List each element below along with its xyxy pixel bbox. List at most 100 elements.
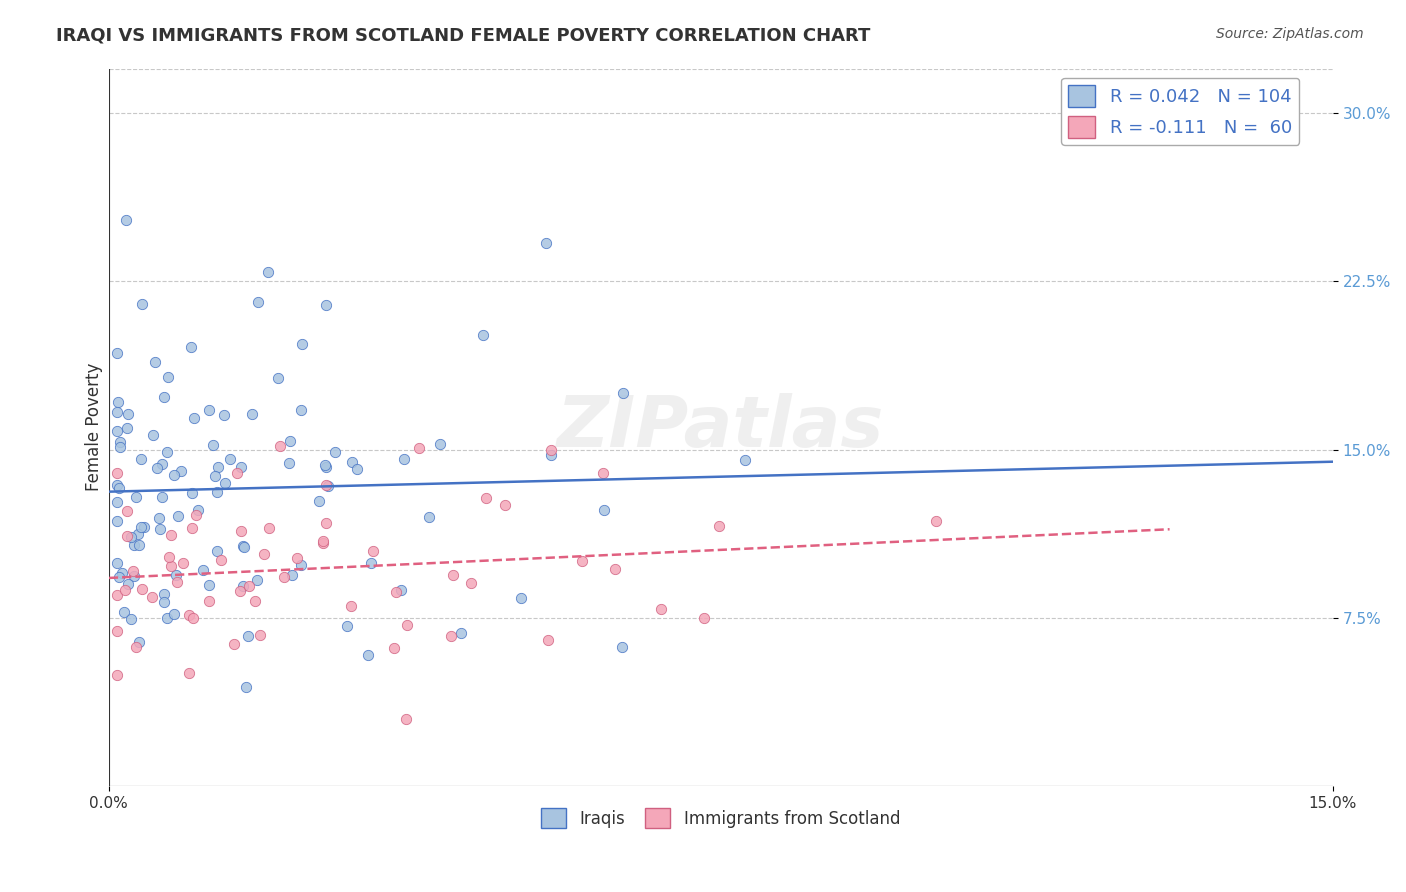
Point <box>315 460 337 475</box>
Point <box>180 486 202 500</box>
Point <box>153 595 176 609</box>
Point <box>198 594 221 608</box>
Point <box>450 626 472 640</box>
Point <box>312 534 335 549</box>
Point <box>253 547 276 561</box>
Point <box>709 519 731 533</box>
Point <box>540 448 562 462</box>
Point <box>115 529 138 543</box>
Point <box>150 491 173 505</box>
Point <box>290 558 312 572</box>
Text: IRAQI VS IMMIGRANTS FROM SCOTLAND FEMALE POVERTY CORRELATION CHART: IRAQI VS IMMIGRANTS FROM SCOTLAND FEMALE… <box>56 27 870 45</box>
Point <box>207 460 229 475</box>
Point <box>249 628 271 642</box>
Point <box>246 294 269 309</box>
Point <box>117 577 139 591</box>
Point <box>650 602 672 616</box>
Point <box>131 582 153 596</box>
Point <box>222 637 245 651</box>
Point <box>311 536 333 550</box>
Point <box>291 336 314 351</box>
Point <box>734 452 756 467</box>
Point <box>605 562 627 576</box>
Text: Source: ZipAtlas.com: Source: ZipAtlas.com <box>1216 27 1364 41</box>
Point <box>509 591 531 606</box>
Point <box>346 462 368 476</box>
Point <box>105 466 128 480</box>
Point <box>204 469 226 483</box>
Point <box>361 544 384 558</box>
Point <box>143 355 166 369</box>
Point <box>128 634 150 648</box>
Point <box>114 582 136 597</box>
Point <box>408 442 430 456</box>
Point <box>105 477 128 491</box>
Point <box>131 452 153 467</box>
Point <box>592 466 614 480</box>
Point <box>166 509 188 524</box>
Point <box>160 527 183 541</box>
Point <box>209 553 232 567</box>
Point <box>472 328 495 343</box>
Point <box>537 633 560 648</box>
Point <box>612 385 634 400</box>
Point <box>114 213 136 227</box>
Point <box>267 371 290 385</box>
Point <box>198 403 221 417</box>
Point <box>170 464 193 478</box>
Point <box>202 438 225 452</box>
Point <box>593 503 616 517</box>
Point <box>122 538 145 552</box>
Point <box>440 629 463 643</box>
Point <box>285 551 308 566</box>
Point <box>122 568 145 582</box>
Point <box>240 407 263 421</box>
Point <box>163 468 186 483</box>
Point <box>129 519 152 533</box>
Point <box>165 567 187 582</box>
Point <box>142 428 165 442</box>
Point <box>205 543 228 558</box>
Point <box>273 570 295 584</box>
Point <box>110 434 132 449</box>
Point <box>150 457 173 471</box>
Point <box>156 445 179 459</box>
Point <box>207 485 229 500</box>
Point <box>385 585 408 599</box>
Point <box>156 611 179 625</box>
Point <box>107 570 129 584</box>
Point <box>120 612 142 626</box>
Point <box>128 538 150 552</box>
Point <box>232 579 254 593</box>
Point <box>290 403 312 417</box>
Point <box>105 424 128 438</box>
Point <box>111 566 134 581</box>
Point <box>120 530 142 544</box>
Point <box>180 521 202 535</box>
Point <box>115 421 138 435</box>
Point <box>125 490 148 504</box>
Point <box>186 508 208 522</box>
Point <box>236 629 259 643</box>
Point <box>172 556 194 570</box>
Point <box>152 587 174 601</box>
Point <box>336 619 359 633</box>
Point <box>394 452 416 467</box>
Point <box>360 556 382 570</box>
Point <box>308 493 330 508</box>
Point <box>692 611 714 625</box>
Point <box>105 495 128 509</box>
Point <box>259 521 281 535</box>
Point <box>243 594 266 608</box>
Point <box>107 481 129 495</box>
Legend: Iraqis, Immigrants from Scotland: Iraqis, Immigrants from Scotland <box>534 801 907 835</box>
Point <box>108 440 131 454</box>
Point <box>212 408 235 422</box>
Point <box>112 605 135 619</box>
Point <box>323 445 346 459</box>
Point <box>315 516 337 530</box>
Point <box>105 589 128 603</box>
Point <box>105 405 128 419</box>
Point <box>232 539 254 553</box>
Point <box>191 563 214 577</box>
